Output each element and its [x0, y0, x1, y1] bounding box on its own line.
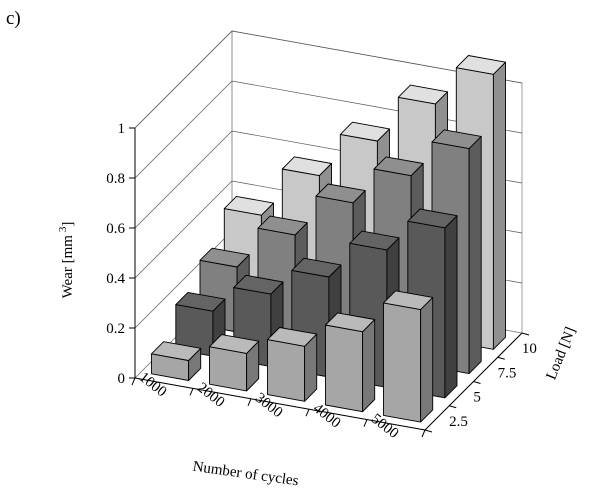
bar [267, 327, 318, 402]
x-tick-mark [247, 398, 252, 406]
bar-side-face [420, 296, 434, 423]
z-axis-title-close: ] [60, 222, 76, 227]
x-axis-line [134, 377, 426, 431]
x-tick-mark [189, 388, 194, 396]
y-tick-label: 2.5 [449, 414, 468, 430]
bar-top-face [431, 129, 482, 150]
bar-side-face [362, 319, 376, 413]
bar-top-face [281, 156, 332, 177]
bar-front-face [267, 339, 306, 402]
bar-top-face [383, 290, 434, 311]
bar-top-face [373, 156, 424, 177]
z-tick-label: 0.2 [106, 321, 125, 337]
gridline [134, 30, 523, 129]
bar-side-face [444, 215, 458, 399]
bar-top-face [325, 312, 376, 333]
bar-side-face [492, 61, 506, 350]
bar [325, 312, 376, 413]
bar-top-face [233, 274, 284, 295]
y-tick-label: 10 [522, 341, 537, 357]
bar-top-face [455, 55, 506, 75]
z-tick-label: 0 [118, 371, 126, 387]
x-tick-mark [305, 409, 310, 417]
z-tick-label: 0.8 [106, 171, 125, 187]
bar-top-face [257, 215, 308, 236]
bar-top-face [315, 183, 366, 204]
bar [209, 334, 260, 392]
bar-top-face [267, 327, 318, 347]
y-tick-mark [424, 429, 433, 433]
x-tick-mark [421, 429, 426, 438]
bar-front-face [383, 302, 422, 423]
y-tick-mark [521, 332, 530, 336]
panel-label: c) [6, 8, 21, 29]
bar-top-face [151, 341, 202, 361]
bar-top-face [291, 257, 342, 278]
chart-bars [151, 55, 506, 423]
y-tick-mark [473, 381, 481, 384]
y-tick-label: 7.5 [498, 365, 517, 381]
z-axis-title-superscript: 3 [57, 226, 69, 232]
z-tick-label: 1 [118, 121, 126, 137]
bar-front-face [209, 346, 248, 392]
bar-top-face [223, 195, 274, 216]
bar-top-face [349, 230, 400, 251]
z-axis-title-text: Wear [mm [60, 235, 76, 299]
bar [383, 290, 434, 423]
bar-side-face [468, 135, 482, 375]
bar-top-face [407, 208, 458, 229]
bar [151, 341, 202, 381]
bar-top-face [175, 291, 226, 312]
z-tick-label: 0.6 [106, 221, 125, 237]
y-tick-mark [449, 405, 457, 409]
bar-top-face [209, 334, 260, 354]
x-tick-mark [363, 419, 368, 427]
bar-front-face [325, 324, 364, 413]
y-axis-title: Load [N] [543, 325, 579, 382]
bar-top-face [397, 84, 448, 105]
z-tick-label: 0.4 [106, 271, 125, 287]
x-axis-title: Number of cycles [192, 459, 300, 490]
z-axis-title: Wear [mm 3] [57, 222, 76, 299]
y-tick-mark [497, 356, 505, 360]
x-tick-mark [131, 377, 136, 386]
bar-top-face [199, 247, 250, 268]
bar-top-face [339, 121, 390, 142]
y-tick-label: 5 [473, 390, 481, 406]
